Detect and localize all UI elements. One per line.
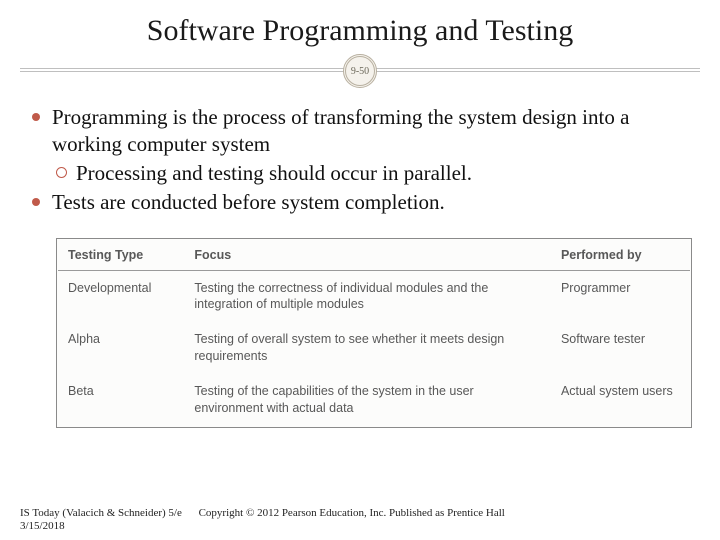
bullet-item: Programming is the process of transformi…: [52, 104, 696, 158]
cell-focus: Testing the correctness of individual mo…: [184, 270, 551, 322]
col-header-type: Testing Type: [58, 240, 184, 271]
table-row: Beta Testing of the capabilities of the …: [58, 374, 690, 426]
title-divider: 9-50: [20, 54, 700, 90]
table-header-row: Testing Type Focus Performed by: [58, 240, 690, 271]
testing-table-container: Testing Type Focus Performed by Developm…: [56, 238, 692, 428]
sub-bullet-item: Processing and testing should occur in p…: [76, 160, 696, 187]
cell-focus: Testing of the capabilities of the syste…: [184, 374, 551, 426]
cell-performed-by: Actual system users: [551, 374, 690, 426]
page-title: Software Programming and Testing: [20, 14, 700, 48]
slide: Software Programming and Testing 9-50 Pr…: [0, 0, 720, 540]
col-header-focus: Focus: [184, 240, 551, 271]
footer-date: 3/15/2018: [20, 520, 65, 532]
footer-source: IS Today (Valacich & Schneider) 5/e: [20, 507, 182, 519]
slide-number-badge: 9-50: [343, 54, 377, 88]
testing-table: Testing Type Focus Performed by Developm…: [58, 240, 690, 426]
content-area: Programming is the process of transformi…: [20, 104, 700, 428]
col-header-performed-by: Performed by: [551, 240, 690, 271]
cell-type: Alpha: [58, 322, 184, 374]
table-row: Alpha Testing of overall system to see w…: [58, 322, 690, 374]
cell-type: Developmental: [58, 270, 184, 322]
cell-focus: Testing of overall system to see whether…: [184, 322, 551, 374]
footer-copyright: Copyright © 2012 Pearson Education, Inc.…: [199, 507, 505, 521]
cell-performed-by: Programmer: [551, 270, 690, 322]
bullet-item: Tests are conducted before system comple…: [52, 189, 696, 216]
cell-type: Beta: [58, 374, 184, 426]
slide-footer: IS Today (Valacich & Schneider) 5/e Copy…: [20, 507, 505, 535]
cell-performed-by: Software tester: [551, 322, 690, 374]
table-row: Developmental Testing the correctness of…: [58, 270, 690, 322]
